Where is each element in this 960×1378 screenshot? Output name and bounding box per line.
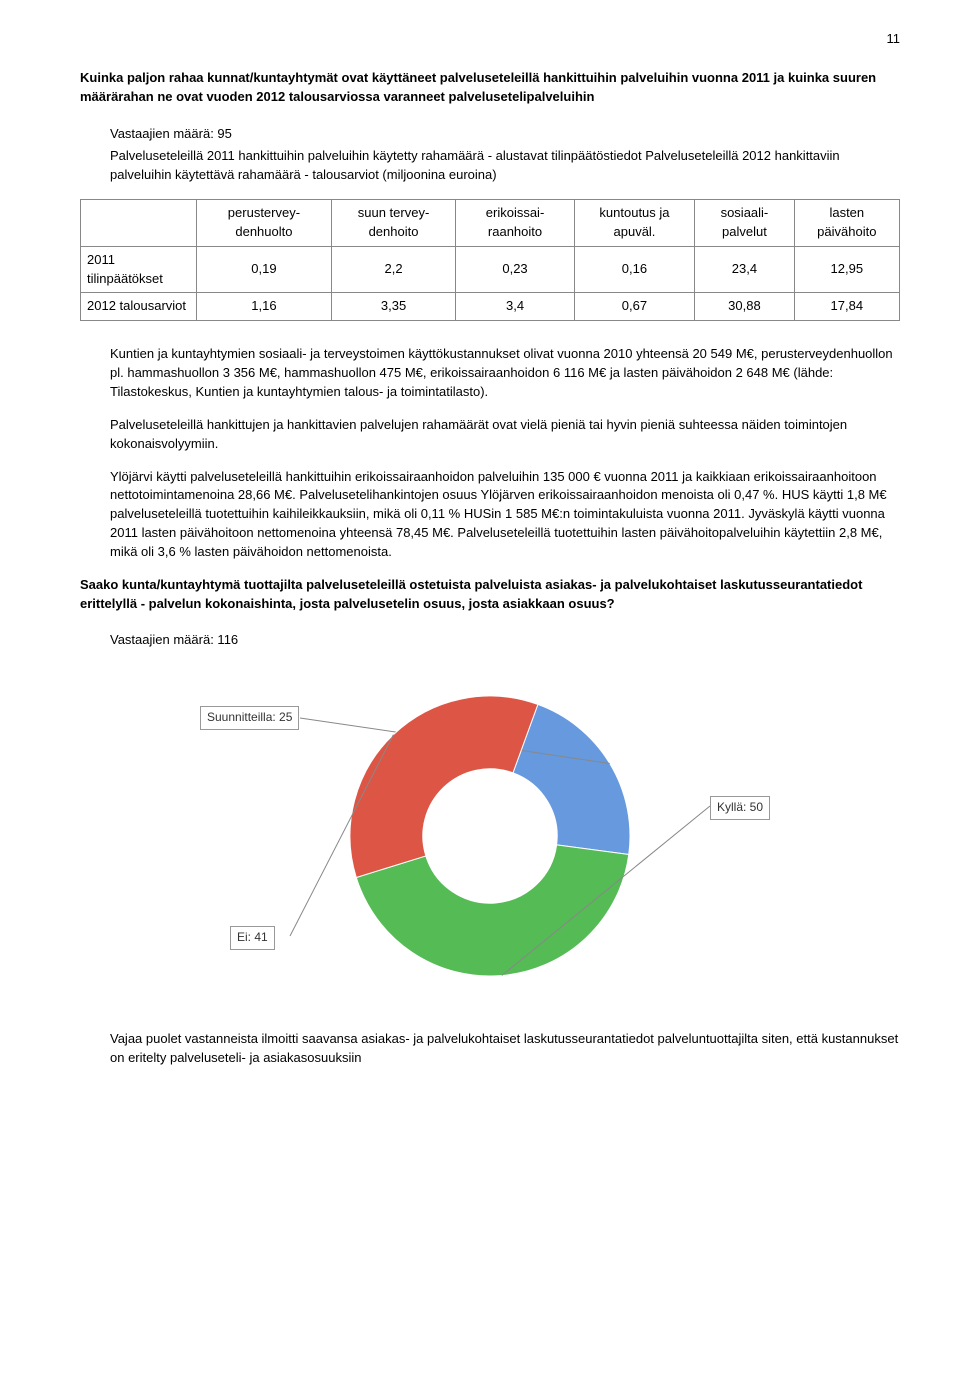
table-cell: 0,23 (456, 246, 574, 293)
question-heading-2: Saako kunta/kuntayhtymä tuottajilta palv… (80, 576, 900, 614)
intro-paragraph: Palveluseteleillä 2011 hankittuihin palv… (110, 147, 900, 185)
page-number: 11 (80, 30, 900, 49)
table-cell: 12,95 (794, 246, 899, 293)
main-heading: Kuinka paljon rahaa kunnat/kuntayhtymät … (80, 69, 900, 107)
row-label: 2011 tilinpäätökset (81, 246, 197, 293)
table-cell: 0,19 (197, 246, 332, 293)
table-cell: 0,16 (574, 246, 695, 293)
table-row: 2011 tilinpäätökset 0,19 2,2 0,23 0,16 2… (81, 246, 900, 293)
table-row: 2012 talousarviot 1,16 3,35 3,4 0,67 30,… (81, 293, 900, 321)
row-label: 2012 talousarviot (81, 293, 197, 321)
table-header: lasten päivähoito (794, 200, 899, 247)
table-header: sosiaali-palvelut (695, 200, 794, 247)
table-header-row: perustervey-denhuolto suun tervey-denhoi… (81, 200, 900, 247)
footer-paragraph: Vajaa puolet vastanneista ilmoitti saava… (110, 1030, 900, 1068)
table-cell: 1,16 (197, 293, 332, 321)
table-cell: 3,35 (331, 293, 456, 321)
table-header: suun tervey-denhoito (331, 200, 456, 247)
table-header-empty (81, 200, 197, 247)
table-header: perustervey-denhuolto (197, 200, 332, 247)
respondents-count-2: Vastaajien määrä: 116 (110, 631, 900, 650)
table-cell: 2,2 (331, 246, 456, 293)
donut-chart: Suunnitteilla: 25 Kyllä: 50 Ei: 41 (170, 666, 810, 1006)
table-cell: 3,4 (456, 293, 574, 321)
table-header: kuntoutus ja apuväl. (574, 200, 695, 247)
body-paragraph-2: Palveluseteleillä hankittujen ja hankitt… (110, 416, 900, 454)
table-cell: 23,4 (695, 246, 794, 293)
chart-label-ei: Ei: 41 (230, 926, 275, 949)
respondents-count-1: Vastaajien määrä: 95 (110, 125, 900, 144)
chart-label-suunnitteilla: Suunnitteilla: 25 (200, 706, 299, 729)
table-cell: 17,84 (794, 293, 899, 321)
body-paragraph-3: Ylöjärvi käytti palveluseteleillä hankit… (110, 468, 900, 562)
table-cell: 0,67 (574, 293, 695, 321)
table-header: erikoissai-raanhoito (456, 200, 574, 247)
table-cell: 30,88 (695, 293, 794, 321)
body-paragraph-1: Kuntien ja kuntayhtymien sosiaali- ja te… (110, 345, 900, 402)
data-table: perustervey-denhuolto suun tervey-denhoi… (80, 199, 900, 321)
chart-label-kylla: Kyllä: 50 (710, 796, 770, 819)
